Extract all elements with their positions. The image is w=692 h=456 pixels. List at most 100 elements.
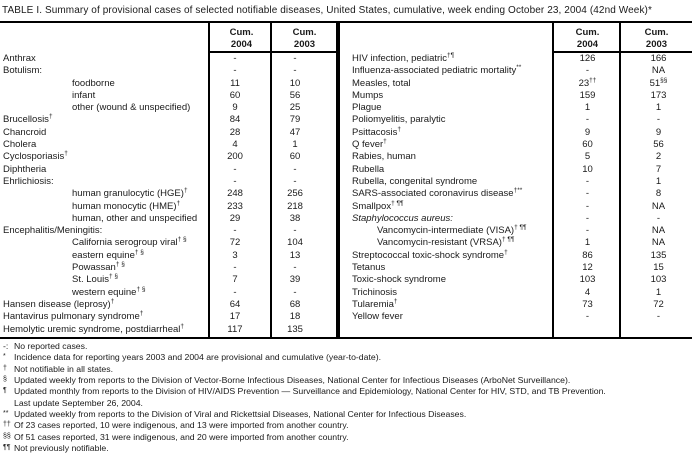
- cum-2004-value-cell: 200: [210, 151, 272, 163]
- cum-2004-value-cell: 159: [554, 90, 621, 102]
- table-row: human monocytic (HME)† 233 218: [0, 200, 340, 213]
- cum-2004-value-cell: 10: [554, 164, 621, 176]
- cum-2004-value: 4: [232, 139, 238, 151]
- footnote: † Not notifiable in all states.: [3, 364, 691, 375]
- disease-name: infant: [72, 89, 96, 101]
- cum-2003-value: 103: [650, 274, 667, 286]
- cum-2003-value-cell: 25: [272, 102, 336, 114]
- table-row: Hansen disease (leprosy)† 64 68: [0, 298, 340, 311]
- cum-2003-value: NA: [651, 237, 666, 249]
- disease-name: Toxic-shock syndrome: [352, 274, 446, 286]
- disease-name-cell: HIV infection, pediatric†¶: [340, 52, 554, 65]
- cum-2004-value: 73: [582, 298, 593, 310]
- column-rule: [270, 23, 272, 337]
- table-title: TABLE I. Summary of provisional cases of…: [2, 5, 652, 16]
- disease-name-cell: western equine† §: [0, 286, 210, 299]
- cum-2004-value: -: [585, 188, 590, 200]
- table-row: Toxic-shock syndrome 103 103: [340, 274, 692, 286]
- cum-2003-value-cell: 47: [272, 127, 336, 139]
- table-row: Tetanus 12 15: [340, 262, 692, 274]
- cum-2004-value: 23: [578, 77, 590, 89]
- cum-2003-value: 135: [650, 249, 667, 261]
- cum-2003-value-cell: 39: [272, 274, 336, 286]
- table-row: Poliomyelitis, paralytic - -: [340, 114, 692, 126]
- cum-2004-value: -: [585, 175, 590, 187]
- cum-2004-value: -: [585, 200, 590, 212]
- cum-2003-value: 218: [287, 200, 303, 212]
- header-underline: [552, 51, 692, 53]
- disease-name: human, other and unspecified: [72, 212, 198, 224]
- cum-2004-value: 248: [227, 188, 243, 200]
- cum-2003-value: 256: [287, 188, 303, 200]
- footnote-text: Of 23 cases reported, 10 were indigenous…: [14, 420, 349, 431]
- cum-2003-value-cell: 166: [621, 53, 692, 65]
- disease-name-cell: Vancomycin-resistant (VRSA)† ¶¶: [340, 237, 554, 249]
- table-row: Ehrlichiosis: - -: [0, 176, 340, 188]
- cum-2003-value: 13: [289, 249, 301, 261]
- disease-name-cell: California serogroup viral† §: [0, 237, 210, 249]
- cum-2004-value: 60: [582, 139, 593, 151]
- cum-2003-value: 1: [655, 286, 662, 298]
- disease-name-cell: Cholera: [0, 139, 210, 151]
- cum-2004-value-cell: -: [554, 213, 621, 225]
- disease-name-cell: Q fever†: [340, 138, 554, 151]
- cum-2004-value: -: [585, 65, 590, 77]
- cum-2004-value-cell: -: [554, 311, 621, 323]
- cum-2003-value: -: [656, 114, 661, 126]
- table-row: Tularemia† 73 72: [340, 298, 692, 311]
- column-rule: [552, 23, 554, 337]
- disease-name-cell: Poliomyelitis, paralytic: [340, 114, 554, 126]
- header-cum-2003: Cum. 2003: [621, 23, 692, 53]
- disease-name: Vancomycin-intermediate (VISA): [377, 225, 515, 237]
- cum-2003-value: -: [293, 53, 297, 64]
- cum-2004-value-cell: 11: [210, 78, 272, 90]
- cum-2003-value: 173: [650, 89, 667, 101]
- cum-2003-value: 1: [655, 102, 662, 114]
- cum-2004-value: 9: [584, 126, 591, 138]
- cum-2004-value-cell: 60: [210, 90, 272, 102]
- cum-2003-value-cell: -: [621, 311, 692, 323]
- right-table: Cum. 2004 Cum. 2003 HIV infection, pedia…: [340, 23, 692, 336]
- cum-2003-value-cell: -: [272, 164, 336, 176]
- cum-2004-value: 11: [230, 77, 240, 89]
- disease-name: Influenza-associated pediatric mortality: [352, 65, 517, 77]
- footnote-text: Of 51 cases reported, 31 were indigenous…: [14, 431, 349, 442]
- disease-footnote-marker: †: [183, 187, 188, 195]
- disease-name-cell: human monocytic (HME)†: [0, 200, 210, 213]
- cum-2004-value: 4: [584, 286, 591, 298]
- disease-name: Poliomyelitis, paralytic: [352, 114, 446, 126]
- cum-2003-value-cell: -: [272, 262, 336, 274]
- cum-2004-value-cell: 7: [210, 274, 272, 286]
- disease-name: Powassan: [72, 262, 116, 274]
- disease-name-cell: Cyclosporiasis†: [0, 151, 210, 163]
- cum-2003-value-cell: NA: [621, 225, 692, 237]
- disease-footnote-marker: †**: [513, 187, 523, 195]
- cum-2003-value: 166: [650, 53, 667, 64]
- cum-2003-value-cell: 135: [621, 250, 692, 262]
- cum-2004-value: 7: [232, 274, 238, 286]
- cum-2004-value: -: [233, 65, 237, 77]
- cum-2004-value: -: [585, 311, 590, 323]
- cum-2003-value: 18: [289, 311, 301, 323]
- disease-name: Staphylococcus aureus:: [352, 212, 453, 224]
- cum-2004-value: 1: [584, 102, 591, 114]
- cum-2003-value-cell: NA: [621, 237, 692, 249]
- table-row: Plague 1 1: [340, 102, 692, 114]
- cum-2003-value: NA: [651, 200, 666, 212]
- cum-2004-value-cell: 117: [210, 324, 272, 336]
- disease-name: western equine: [72, 286, 137, 298]
- table-row: Yellow fever - -: [340, 311, 692, 323]
- cum-2004-value-cell: 9: [554, 127, 621, 139]
- footnote-symbol: †: [3, 364, 7, 372]
- table-row: St. Louis† § 7 39: [0, 274, 340, 286]
- disease-name: HIV infection, pediatric: [352, 53, 448, 64]
- disease-name-cell: Chancroid: [0, 127, 210, 139]
- cum-2003-value: -: [656, 311, 661, 323]
- column-header-cum: Cum.: [229, 27, 254, 38]
- table-row: Q fever† 60 56: [340, 138, 692, 151]
- footnote-text: Last update September 26, 2004.: [14, 397, 143, 408]
- cum-2004-value: 5: [584, 151, 591, 163]
- disease-footnote-marker: † §: [108, 273, 119, 281]
- table-row: Vancomycin-intermediate (VISA)† ¶¶ - NA: [340, 224, 692, 237]
- cum-2004-value-cell: 86: [554, 250, 621, 262]
